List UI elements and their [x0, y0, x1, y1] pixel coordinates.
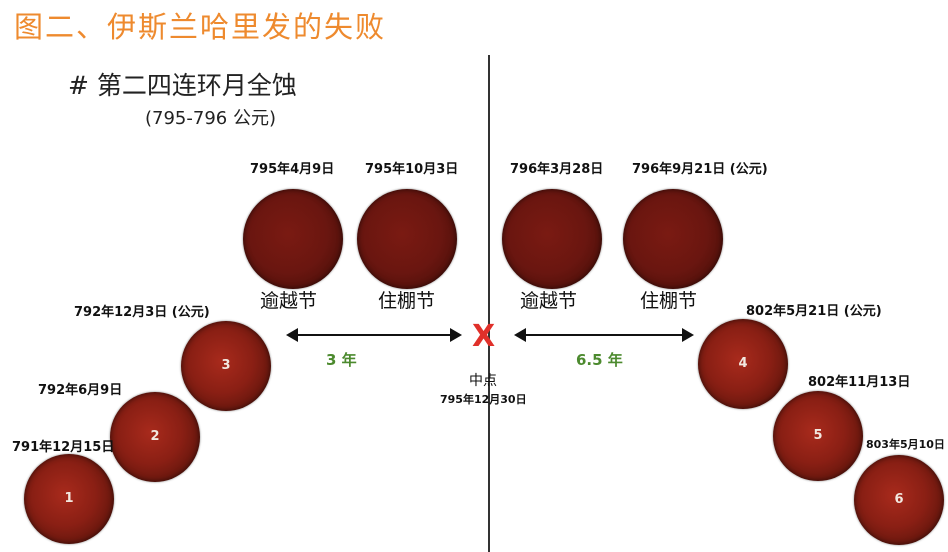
page-title: 图二、伊斯兰哈里发的失败: [14, 10, 387, 44]
tetrad-feast-4: 住棚节: [640, 290, 698, 312]
tetrad-feast-2: 住棚节: [378, 290, 436, 312]
blood-moon-date-1: 791年12月15日: [12, 440, 115, 455]
tetrad-moon-2: [357, 189, 457, 289]
blood-moon-date-4: 802年5月21日 (公元): [746, 304, 882, 319]
blood-moon-6: 6: [854, 455, 944, 545]
tetrad-date-2: 795年10月3日: [365, 162, 459, 177]
tetrad-date-3: 796年3月28日: [510, 162, 604, 177]
tetrad-feast-1: 逾越节: [260, 290, 318, 312]
blood-moon-date-3: 792年12月3日 (公元): [74, 305, 210, 320]
right-gap-arrow: [514, 328, 694, 342]
blood-moon-2: 2: [110, 392, 200, 482]
tetrad-moon-1: [243, 189, 343, 289]
tetrad-date-1: 795年4月9日: [250, 162, 335, 177]
blood-moon-date-5: 802年11月13日: [808, 375, 911, 390]
blood-moon-1: 1: [24, 454, 114, 544]
midpoint-x-icon: X: [472, 319, 496, 354]
midpoint-date: 795年12月30日: [440, 393, 527, 406]
tetrad-moon-4: [623, 189, 723, 289]
blood-moon-date-2: 792年6月9日: [38, 383, 123, 398]
tetrad-moon-3: [502, 189, 602, 289]
blood-moon-number-5: 5: [813, 428, 823, 443]
year-range: (795-796 公元): [145, 108, 276, 129]
tetrad-feast-3: 逾越节: [520, 290, 578, 312]
midpoint-label: 中点: [469, 373, 497, 389]
diagram-subtitle: # 第二四连环月全蚀: [68, 71, 297, 100]
blood-moon-5: 5: [773, 391, 863, 481]
tetrad-date-4: 796年9月21日 (公元): [632, 162, 768, 177]
center-divider: [488, 55, 490, 552]
left-gap-arrow: [286, 328, 462, 342]
blood-moon-4: 4: [698, 319, 788, 409]
blood-moon-date-6: 803年5月10日: [866, 438, 945, 451]
blood-moon-number-3: 3: [221, 358, 231, 373]
left-gap-label: 3 年: [326, 351, 357, 369]
right-gap-label: 6.5 年: [576, 351, 623, 369]
blood-moon-number-2: 2: [150, 429, 160, 444]
blood-moon-number-6: 6: [894, 492, 904, 507]
blood-moon-number-4: 4: [738, 356, 748, 371]
blood-moon-number-1: 1: [64, 491, 74, 506]
blood-moon-3: 3: [181, 321, 271, 411]
